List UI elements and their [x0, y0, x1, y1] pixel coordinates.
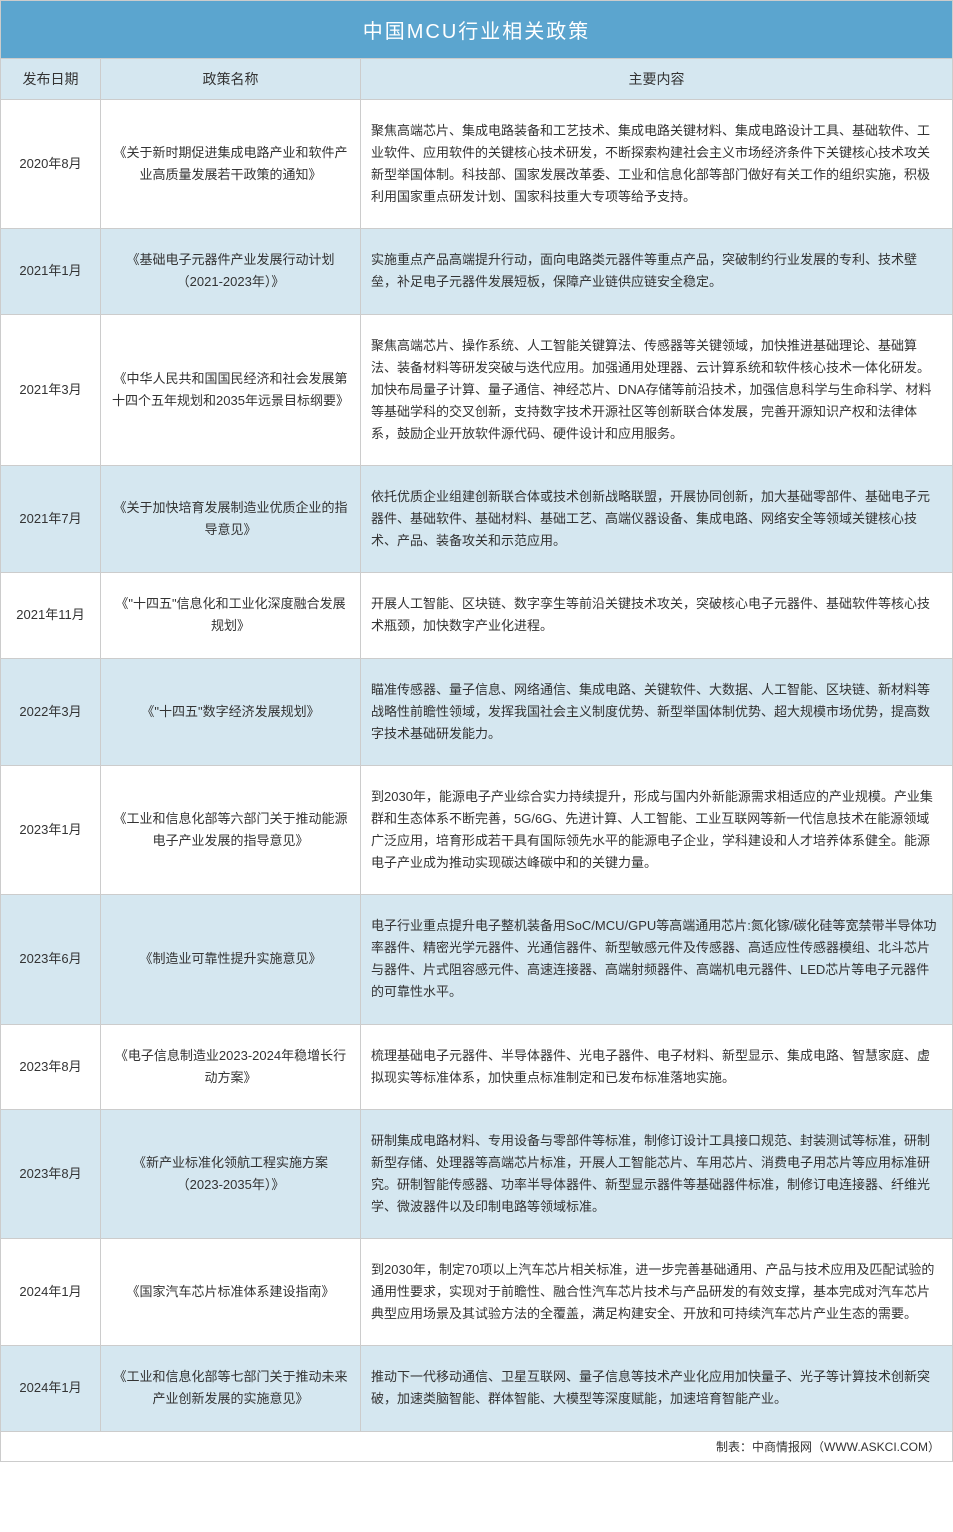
cell-content: 到2030年，制定70项以上汽车芯片相关标准，进一步完善基础通用、产品与技术应用… — [361, 1239, 952, 1345]
cell-policy-name: 《"十四五"信息化和工业化深度融合发展规划》 — [101, 573, 361, 657]
cell-content: 推动下一代移动通信、卫星互联网、量子信息等技术产业化应用加快量子、光子等计算技术… — [361, 1346, 952, 1430]
cell-policy-name: 《国家汽车芯片标准体系建设指南》 — [101, 1239, 361, 1345]
header-name: 政策名称 — [101, 59, 361, 99]
cell-content: 研制集成电路材料、专用设备与零部件等标准，制修订设计工具接口规范、封装测试等标准… — [361, 1110, 952, 1238]
cell-content: 依托优质企业组建创新联合体或技术创新战略联盟，开展协同创新，加大基础零部件、基础… — [361, 466, 952, 572]
table-row: 2024年1月《工业和信息化部等七部门关于推动未来产业创新发展的实施意见》推动下… — [1, 1345, 952, 1430]
cell-content: 梳理基础电子元器件、半导体器件、光电子器件、电子材料、新型显示、集成电路、智慧家… — [361, 1025, 952, 1109]
table-row: 2023年1月《工业和信息化部等六部门关于推动能源电子产业发展的指导意见》到20… — [1, 765, 952, 894]
header-date: 发布日期 — [1, 59, 101, 99]
cell-date: 2021年11月 — [1, 573, 101, 657]
table-row: 2021年3月《中华人民共和国国民经济和社会发展第十四个五年规划和2035年远景… — [1, 314, 952, 465]
cell-date: 2024年1月 — [1, 1239, 101, 1345]
cell-policy-name: 《制造业可靠性提升实施意见》 — [101, 895, 361, 1023]
cell-content: 聚焦高端芯片、集成电路装备和工艺技术、集成电路关键材料、集成电路设计工具、基础软… — [361, 100, 952, 228]
cell-policy-name: 《电子信息制造业2023-2024年稳增长行动方案》 — [101, 1025, 361, 1109]
table-row: 2021年11月《"十四五"信息化和工业化深度融合发展规划》开展人工智能、区块链… — [1, 572, 952, 657]
table-row: 2023年8月《新产业标准化领航工程实施方案（2023-2035年）》研制集成电… — [1, 1109, 952, 1238]
cell-content: 实施重点产品高端提升行动，面向电路类元器件等重点产品，突破制约行业发展的专利、技… — [361, 229, 952, 313]
table-title: 中国MCU行业相关政策 — [1, 1, 952, 58]
cell-policy-name: 《关于加快培育发展制造业优质企业的指导意见》 — [101, 466, 361, 572]
table-row: 2021年7月《关于加快培育发展制造业优质企业的指导意见》依托优质企业组建创新联… — [1, 465, 952, 572]
cell-date: 2021年7月 — [1, 466, 101, 572]
cell-policy-name: 《工业和信息化部等六部门关于推动能源电子产业发展的指导意见》 — [101, 766, 361, 894]
table-row: 2021年1月《基础电子元器件产业发展行动计划（2021-2023年）》实施重点… — [1, 228, 952, 313]
table-row: 2024年1月《国家汽车芯片标准体系建设指南》到2030年，制定70项以上汽车芯… — [1, 1238, 952, 1345]
cell-policy-name: 《关于新时期促进集成电路产业和软件产业高质量发展若干政策的通知》 — [101, 100, 361, 228]
cell-policy-name: 《基础电子元器件产业发展行动计划（2021-2023年）》 — [101, 229, 361, 313]
header-content: 主要内容 — [361, 59, 952, 99]
cell-date: 2023年8月 — [1, 1110, 101, 1238]
cell-date: 2022年3月 — [1, 659, 101, 765]
table-row: 2023年8月《电子信息制造业2023-2024年稳增长行动方案》梳理基础电子元… — [1, 1024, 952, 1109]
cell-date: 2020年8月 — [1, 100, 101, 228]
table-row: 2023年6月《制造业可靠性提升实施意见》电子行业重点提升电子整机装备用SoC/… — [1, 894, 952, 1023]
cell-content: 到2030年，能源电子产业综合实力持续提升，形成与国内外新能源需求相适应的产业规… — [361, 766, 952, 894]
table-row: 2022年3月《"十四五"数字经济发展规划》瞄准传感器、量子信息、网络通信、集成… — [1, 658, 952, 765]
cell-content: 瞄准传感器、量子信息、网络通信、集成电路、关键软件、大数据、人工智能、区块链、新… — [361, 659, 952, 765]
cell-date: 2023年6月 — [1, 895, 101, 1023]
cell-date: 2021年1月 — [1, 229, 101, 313]
cell-content: 开展人工智能、区块链、数字孪生等前沿关键技术攻关，突破核心电子元器件、基础软件等… — [361, 573, 952, 657]
cell-date: 2024年1月 — [1, 1346, 101, 1430]
cell-date: 2023年8月 — [1, 1025, 101, 1109]
table-row: 2020年8月《关于新时期促进集成电路产业和软件产业高质量发展若干政策的通知》聚… — [1, 99, 952, 228]
cell-policy-name: 《中华人民共和国国民经济和社会发展第十四个五年规划和2035年远景目标纲要》 — [101, 315, 361, 465]
cell-policy-name: 《工业和信息化部等七部门关于推动未来产业创新发展的实施意见》 — [101, 1346, 361, 1430]
cell-policy-name: 《"十四五"数字经济发展规划》 — [101, 659, 361, 765]
cell-content: 电子行业重点提升电子整机装备用SoC/MCU/GPU等高端通用芯片:氮化镓/碳化… — [361, 895, 952, 1023]
cell-policy-name: 《新产业标准化领航工程实施方案（2023-2035年）》 — [101, 1110, 361, 1238]
table-header-row: 发布日期 政策名称 主要内容 — [1, 58, 952, 99]
cell-date: 2023年1月 — [1, 766, 101, 894]
cell-date: 2021年3月 — [1, 315, 101, 465]
cell-content: 聚焦高端芯片、操作系统、人工智能关键算法、传感器等关键领域，加快推进基础理论、基… — [361, 315, 952, 465]
table-body: 2020年8月《关于新时期促进集成电路产业和软件产业高质量发展若干政策的通知》聚… — [1, 99, 952, 1431]
policy-table: 中国MCU行业相关政策 发布日期 政策名称 主要内容 2020年8月《关于新时期… — [0, 0, 953, 1462]
table-footer: 制表：中商情报网（WWW.ASKCI.COM） — [1, 1431, 952, 1461]
